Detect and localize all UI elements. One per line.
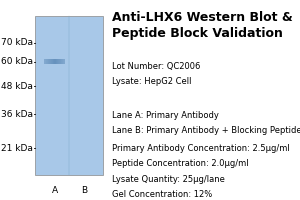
Text: 60 kDa: 60 kDa [1, 57, 33, 66]
Text: 70 kDa: 70 kDa [1, 38, 33, 47]
Text: B: B [81, 186, 87, 195]
Text: Lane B: Primary Antibody + Blocking Peptide: Lane B: Primary Antibody + Blocking Pept… [112, 126, 300, 135]
Bar [56, 59, 57, 64]
Text: 21 kDa: 21 kDa [1, 144, 33, 153]
Text: 48 kDa: 48 kDa [1, 82, 33, 91]
Text: Primary Antibody Concentration: 2.5μg/ml: Primary Antibody Concentration: 2.5μg/ml [112, 144, 290, 153]
Text: Lot Number: QC2006: Lot Number: QC2006 [112, 62, 201, 71]
Text: 36 kDa: 36 kDa [1, 110, 33, 119]
Text: Lysate Quantity: 25μg/lane: Lysate Quantity: 25μg/lane [112, 175, 225, 184]
Bar [61, 59, 62, 64]
Text: Peptide Concentration: 2.0μg/ml: Peptide Concentration: 2.0μg/ml [112, 159, 249, 168]
Bar [49, 59, 50, 64]
Bar [64, 59, 65, 64]
Bar [61, 59, 62, 64]
Text: Lysate: HepG2 Cell: Lysate: HepG2 Cell [112, 77, 192, 86]
Bar [58, 59, 59, 64]
Bar [54, 59, 55, 64]
Bar [52, 59, 53, 64]
Bar [44, 59, 45, 64]
Bar [45, 59, 46, 64]
Bar [48, 59, 49, 64]
Bar [63, 59, 64, 64]
Text: A: A [52, 186, 58, 195]
Text: Anti-LHX6 Western Blot &
Peptide Block Validation: Anti-LHX6 Western Blot & Peptide Block V… [112, 11, 293, 40]
Bar [47, 59, 48, 64]
Bar [51, 59, 52, 64]
Text: Lane A: Primary Antibody: Lane A: Primary Antibody [112, 111, 219, 120]
Bar [53, 59, 54, 64]
Bar [60, 59, 61, 64]
Bar [46, 59, 47, 64]
Bar [57, 59, 58, 64]
Bar [50, 59, 51, 64]
Text: Gel Concentration: 12%: Gel Concentration: 12% [112, 190, 213, 199]
Bar [59, 59, 60, 64]
Bar [62, 59, 63, 64]
Bar [35, 16, 103, 175]
